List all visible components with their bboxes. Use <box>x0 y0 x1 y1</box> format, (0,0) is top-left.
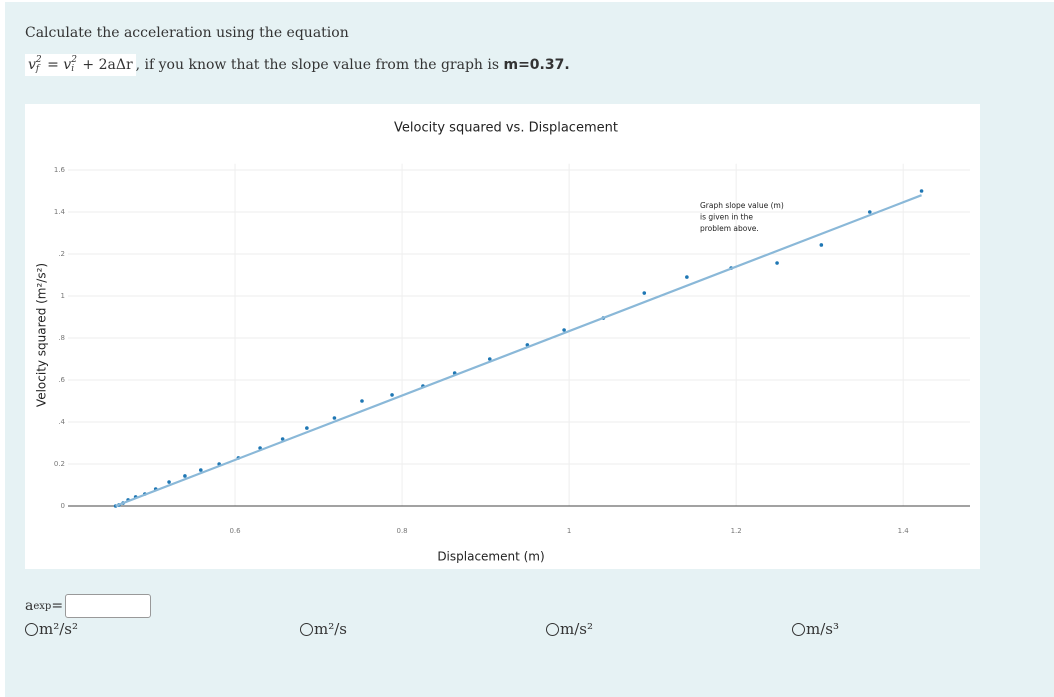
answer-label: a <box>25 598 34 614</box>
data-point <box>487 357 492 361</box>
y-tick-label: 1.4 <box>54 208 66 216</box>
option-text[interactable]: m²/s² <box>39 620 79 638</box>
y-axis-label: Velocity squared (m²/s²) <box>35 263 49 407</box>
unit-option[interactable]: m²/s <box>300 620 347 638</box>
unit-option[interactable]: m/s² <box>546 620 593 638</box>
data-point <box>775 261 779 265</box>
eq-part: 2 <box>35 55 42 65</box>
x-tick-label: 1.2 <box>731 527 742 535</box>
data-point <box>360 399 364 403</box>
option-text[interactable]: m²/s <box>314 620 347 638</box>
slope-value: m=0.37. <box>503 57 570 73</box>
data-point <box>390 393 394 397</box>
data-point <box>198 468 203 472</box>
eq-part: 2 <box>71 55 77 65</box>
chart-title: Velocity squared vs. Displacement <box>394 121 618 136</box>
data-point <box>280 437 285 441</box>
eq-part: = <box>42 57 64 73</box>
y-tick-label: .6 <box>58 376 65 384</box>
data-point <box>685 275 689 279</box>
data-point <box>332 416 337 420</box>
data-point <box>819 243 824 247</box>
chart: Velocity squared vs. Displacement Displa… <box>35 121 970 564</box>
annotation: problem above. <box>700 224 759 233</box>
x-tick-label: 0.6 <box>229 527 241 535</box>
eq-part: f <box>35 64 40 74</box>
radio[interactable] <box>25 622 38 636</box>
unit-option[interactable]: m/s³ <box>792 620 839 638</box>
answer-sub: exp <box>33 600 52 612</box>
answer-row: a exp = <box>25 594 152 618</box>
data-point <box>305 426 309 430</box>
prompt: Calculate the acceleration using the equ… <box>25 25 349 41</box>
y-tick-label: 0 <box>61 502 65 510</box>
y-tick-label: .4 <box>58 418 65 426</box>
y-tick-label: 1 <box>61 292 65 300</box>
y-tick-label: .8 <box>58 334 65 342</box>
x-tick-label: 0.8 <box>397 527 408 535</box>
eq-part: v <box>63 57 72 73</box>
eq-part: + 2aΔr <box>77 57 133 73</box>
answer-eq: = <box>51 598 64 614</box>
data-point <box>642 291 647 295</box>
y-tick-label: 0.2 <box>54 460 65 468</box>
radio[interactable] <box>546 622 559 636</box>
y-tick-label: 1.6 <box>54 166 66 174</box>
annotation: is given in the <box>700 213 753 222</box>
answer-input[interactable] <box>65 594 152 618</box>
eq-part: v <box>28 57 36 73</box>
data-point <box>867 210 872 214</box>
data-point <box>562 328 566 332</box>
radio[interactable] <box>792 622 805 636</box>
trend-line <box>115 194 922 508</box>
x-tick-label: 1.4 <box>898 527 910 535</box>
option-text[interactable]: m/s² <box>560 620 593 638</box>
annotation: Graph slope value (m) <box>700 201 784 210</box>
radio[interactable] <box>300 622 313 636</box>
unit-option[interactable]: m²/s² <box>25 620 78 638</box>
x-axis-label: Displacement (m) <box>437 550 544 564</box>
data-point <box>183 474 187 478</box>
option-text[interactable]: m/s³ <box>806 620 839 638</box>
data-point <box>919 189 924 193</box>
condition: , if you know that the slope value from … <box>135 57 504 73</box>
y-tick-label: .2 <box>58 250 65 258</box>
eq-part: i <box>71 64 75 74</box>
chart-container: Velocity squared vs. Displacement Displa… <box>25 104 980 569</box>
data-point <box>167 480 171 484</box>
x-tick-label: 1 <box>567 527 571 535</box>
